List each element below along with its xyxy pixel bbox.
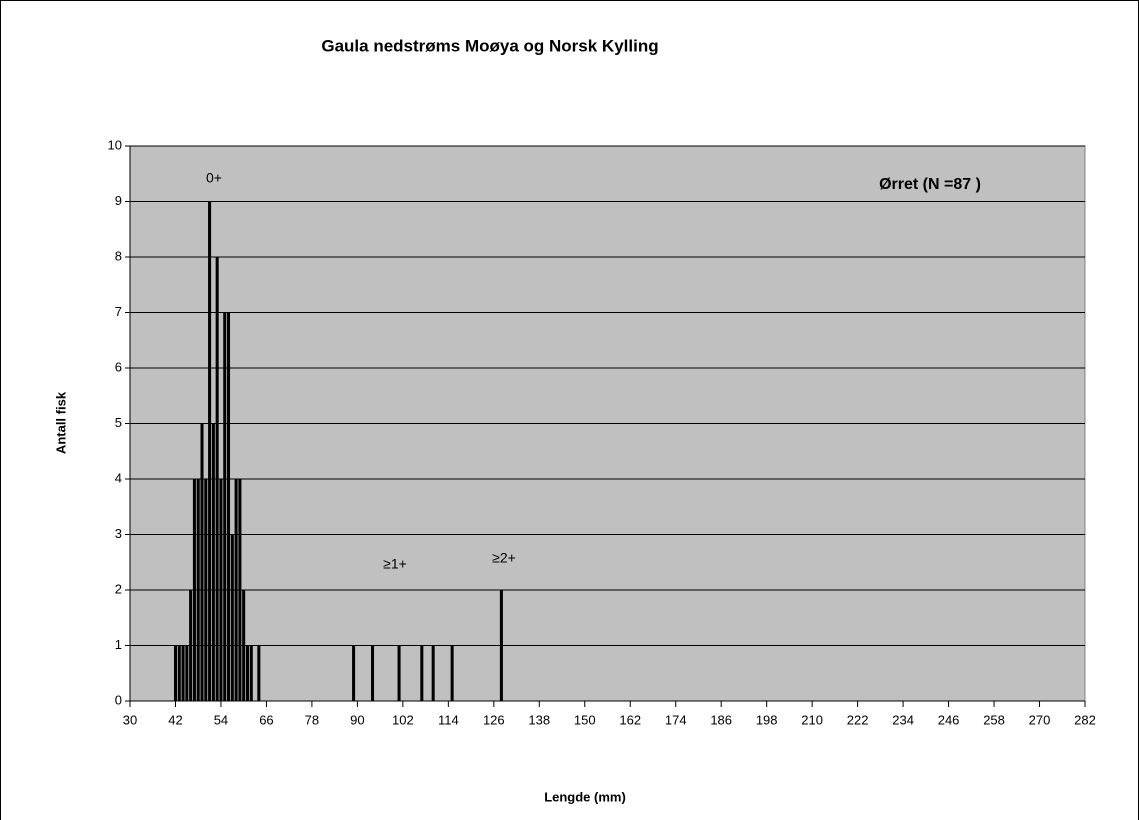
x-axis-label: Lengde (mm) (544, 789, 626, 804)
y-tick-label: 10 (108, 137, 122, 152)
x-tick-label: 42 (168, 712, 182, 727)
x-tick-label: 78 (305, 712, 319, 727)
x-tick-label: 102 (392, 712, 414, 727)
chart-title: Gaula nedstrøms Moøya og Norsk Kylling (321, 36, 658, 55)
x-tick-label: 246 (938, 712, 960, 727)
x-tick-label: 258 (983, 712, 1005, 727)
x-tick-label: 30 (123, 712, 137, 727)
bar (238, 479, 242, 701)
x-tick-label: 54 (214, 712, 228, 727)
x-tick-label: 162 (619, 712, 641, 727)
x-tick-label: 150 (574, 712, 596, 727)
x-tick-label: 282 (1074, 712, 1096, 727)
x-tick-label: 114 (438, 712, 459, 727)
y-tick-label: 3 (115, 526, 122, 541)
bar (177, 645, 181, 701)
annotation: 0+ (206, 170, 222, 186)
x-tick-label: 138 (528, 712, 550, 727)
x-tick-label: 222 (847, 712, 869, 727)
x-tick-label: 210 (801, 712, 823, 727)
x-tick-label: 234 (892, 712, 914, 727)
bar (242, 590, 246, 701)
y-tick-label: 2 (115, 581, 122, 596)
y-tick-label: 4 (115, 470, 122, 485)
y-tick-label: 5 (115, 415, 122, 430)
bar (196, 479, 200, 701)
bar (431, 645, 435, 701)
bar (352, 645, 356, 701)
y-tick-label: 7 (115, 304, 122, 319)
bar (397, 645, 401, 701)
y-tick-label: 9 (115, 193, 122, 208)
annotation: ≥2+ (492, 550, 516, 566)
bar (208, 201, 212, 701)
bar (200, 423, 204, 701)
x-tick-label: 270 (1029, 712, 1051, 727)
y-tick-label: 1 (115, 637, 122, 652)
bar (211, 423, 215, 701)
bar (249, 645, 253, 701)
x-tick-label: 90 (350, 712, 364, 727)
bar (173, 645, 177, 701)
bar (371, 645, 375, 701)
bar (227, 312, 231, 701)
bar (219, 479, 223, 701)
y-tick-label: 6 (115, 359, 122, 374)
legend-label: Ørret (N =87 ) (879, 176, 981, 193)
bar (230, 534, 234, 701)
bar (189, 590, 193, 701)
x-tick-label: 186 (710, 712, 732, 727)
bar (223, 312, 227, 701)
bar (234, 479, 238, 701)
bar (181, 645, 185, 701)
x-tick-label: 126 (483, 712, 505, 727)
y-axis-label: Antall fisk (53, 391, 68, 454)
y-tick-label: 8 (115, 248, 122, 263)
bar (245, 645, 249, 701)
y-tick-label: 0 (115, 692, 122, 707)
bar (257, 645, 261, 701)
x-tick-label: 66 (259, 712, 273, 727)
bar (420, 645, 424, 701)
annotation: ≥1+ (383, 556, 407, 572)
bar (450, 645, 454, 701)
x-tick-label: 198 (756, 712, 778, 727)
bar (499, 590, 503, 701)
bar (204, 479, 208, 701)
bar (185, 645, 189, 701)
x-tick-label: 174 (665, 712, 687, 727)
bar (192, 479, 196, 701)
bar (215, 257, 219, 701)
